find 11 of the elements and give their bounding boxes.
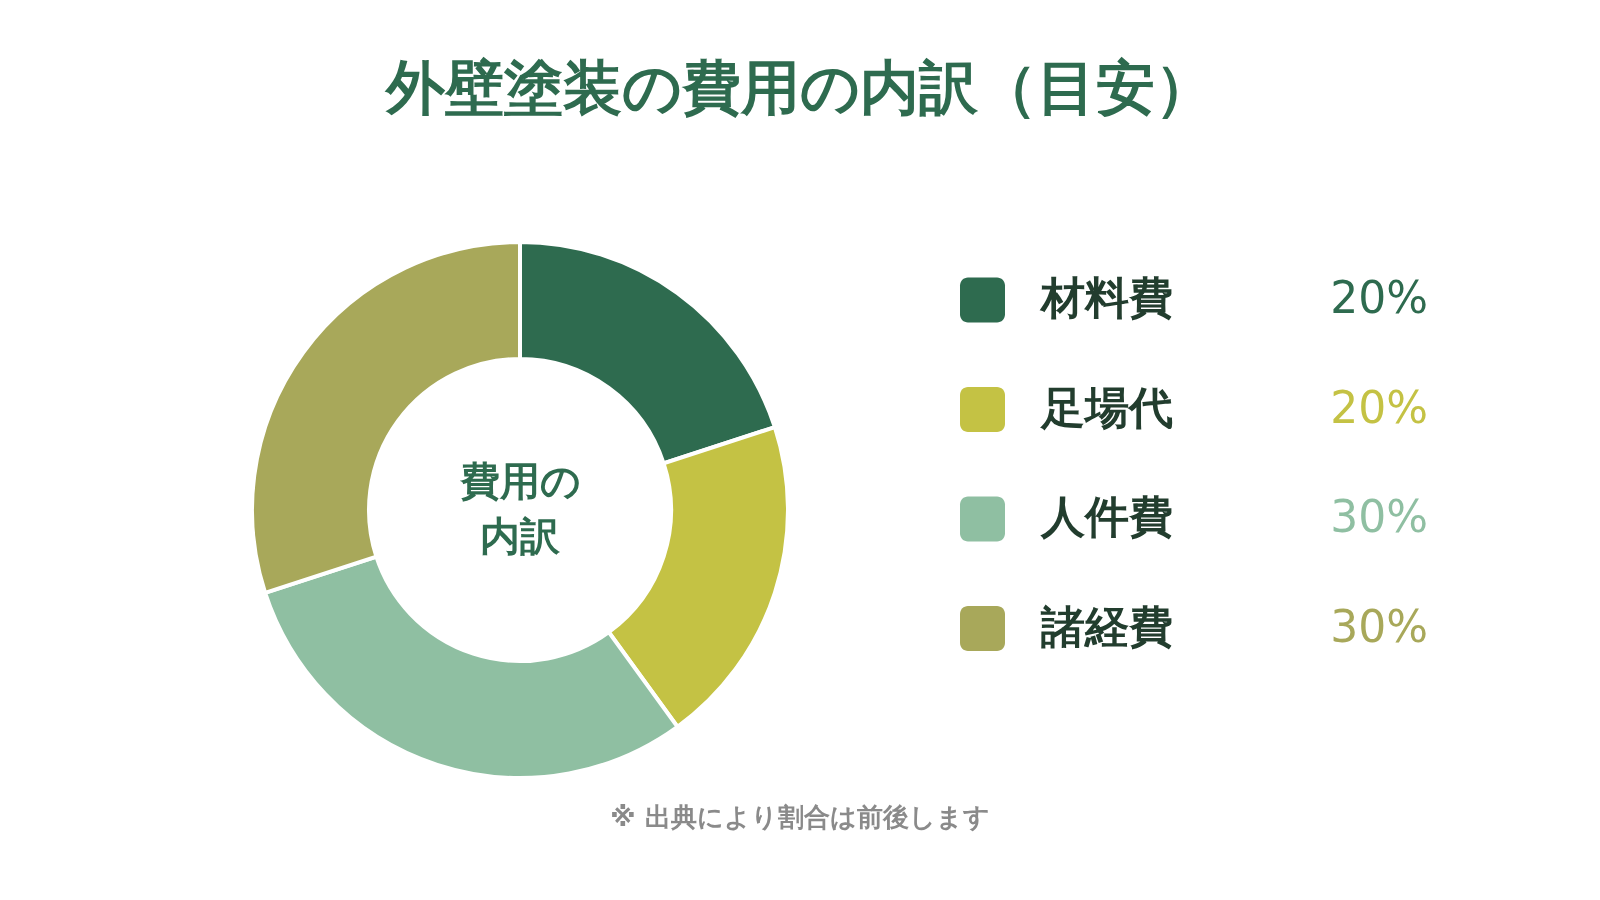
legend-label: 人件費 [1040,491,1173,542]
legend-label: 足場代 [1039,381,1173,433]
data-label: 30% [1330,600,1428,652]
text: 費用の内訳 [458,457,581,559]
legend-label: 材料費 [1039,272,1173,323]
data-label: 20% [1330,381,1428,433]
text: ※ 出典により割合は前後します [610,802,990,832]
legend-label: 諸経費 [1040,600,1173,652]
data-label: 20% [1330,272,1428,323]
chart-title: 外壁塗装の費用の内訳（目安） [384,53,1214,122]
data-label: 30% [1330,491,1428,542]
